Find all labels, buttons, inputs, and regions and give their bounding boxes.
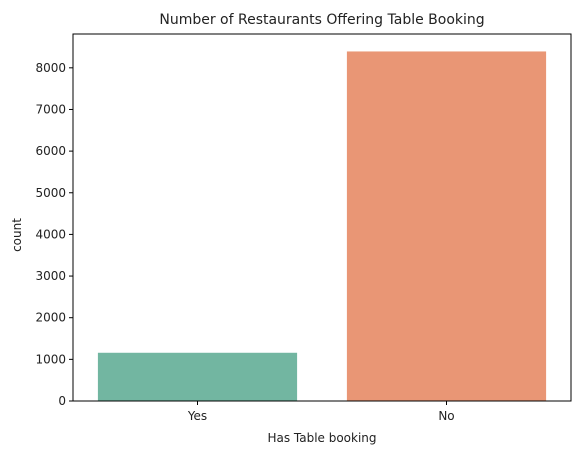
y-tick-label: 8000: [35, 61, 66, 75]
y-tick-label: 5000: [35, 186, 66, 200]
y-tick-label: 7000: [35, 102, 66, 116]
x-axis-label: Has Table booking: [267, 431, 376, 445]
plot-frame: [72, 33, 572, 402]
y-tick-label: 0: [58, 394, 66, 408]
y-tick-label: 2000: [35, 311, 66, 325]
y-tick-label: 3000: [35, 269, 66, 283]
y-tick-label: 4000: [35, 227, 66, 241]
y-tick-label: 6000: [35, 144, 66, 158]
x-axis-ticks: Yes No: [187, 401, 455, 423]
bars-layer: [97, 51, 547, 401]
x-tick-label: No: [438, 409, 454, 423]
chart-title: Number of Restaurants Offering Table Boo…: [159, 12, 484, 28]
y-axis-label: count: [10, 218, 24, 252]
bar-no: [346, 51, 547, 401]
y-axis-ticks: 0 1000 2000 3000 4000 5000 6000 7000 8000: [35, 61, 73, 408]
bar-yes: [97, 352, 298, 401]
y-tick-label: 1000: [35, 352, 66, 366]
x-tick-label: Yes: [187, 409, 207, 423]
